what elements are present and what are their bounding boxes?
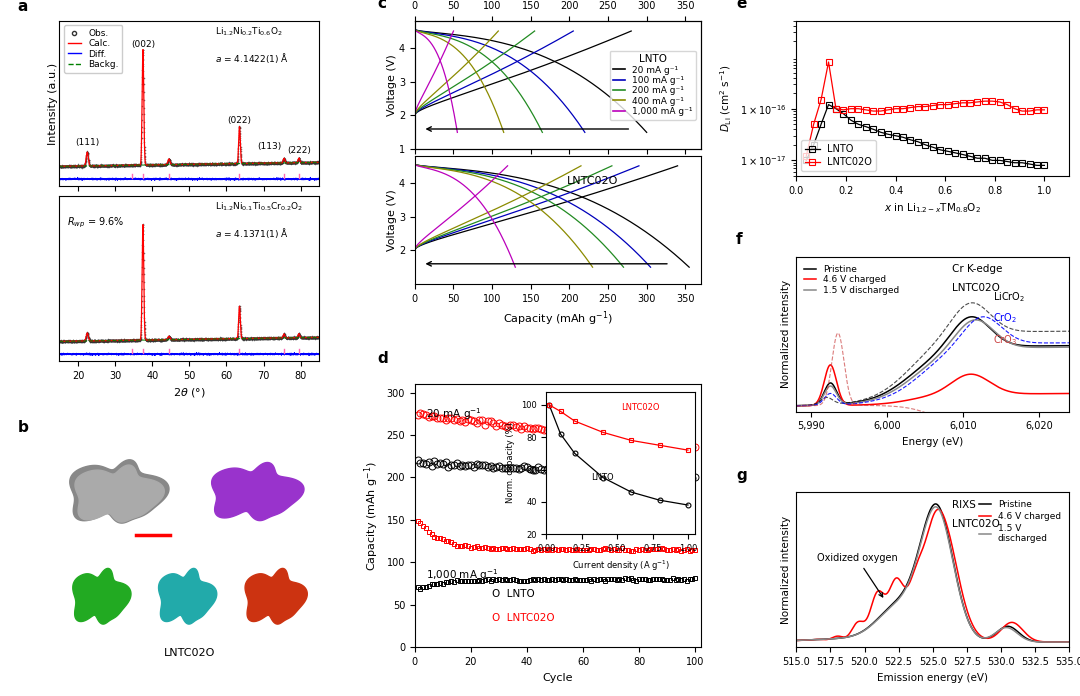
Legend: 20 mA g⁻¹, 100 mA g⁻¹, 200 mA g⁻¹, 400 mA g⁻¹, 1,000 mA g⁻¹: 20 mA g⁻¹, 100 mA g⁻¹, 200 mA g⁻¹, 400 m… xyxy=(609,51,697,120)
Y-axis label: Voltage (V): Voltage (V) xyxy=(388,54,397,116)
Text: Cr K-edge: Cr K-edge xyxy=(951,264,1002,274)
Text: Li$_{1.2}$Ni$_{0.1}$Ti$_{0.5}$Cr$_{0.2}$O$_2$: Li$_{1.2}$Ni$_{0.1}$Ti$_{0.5}$Cr$_{0.2}$… xyxy=(215,201,303,214)
Polygon shape xyxy=(159,569,217,624)
Text: f: f xyxy=(737,232,743,247)
Polygon shape xyxy=(72,569,131,624)
Y-axis label: $D_{\mathrm{Li}}$ (cm$^2$ s$^{-1}$): $D_{\mathrm{Li}}$ (cm$^2$ s$^{-1}$) xyxy=(719,65,734,132)
Text: Ti: Ti xyxy=(66,631,76,642)
Text: $a$ = 4.1422(1) Å: $a$ = 4.1422(1) Å xyxy=(215,51,289,65)
Text: 1,000 mA g$^{-1}$: 1,000 mA g$^{-1}$ xyxy=(427,567,499,583)
Y-axis label: Normalized intensity: Normalized intensity xyxy=(781,516,791,624)
Text: (222): (222) xyxy=(287,146,311,155)
Text: LiCrO$_2$: LiCrO$_2$ xyxy=(993,290,1025,303)
Y-axis label: Voltage (V): Voltage (V) xyxy=(388,189,397,251)
Text: c: c xyxy=(378,0,387,11)
X-axis label: Energy (eV): Energy (eV) xyxy=(902,437,963,447)
Text: (113): (113) xyxy=(257,143,281,151)
Legend: Obs., Calc., Diff., Backg.: Obs., Calc., Diff., Backg. xyxy=(64,25,122,72)
Text: O  LNTO: O LNTO xyxy=(492,590,535,599)
Text: LNTC02O: LNTC02O xyxy=(951,283,1000,293)
Legend: Pristine, 4.6 V charged, 1.5 V discharged: Pristine, 4.6 V charged, 1.5 V discharge… xyxy=(800,261,903,299)
Polygon shape xyxy=(70,460,168,523)
X-axis label: $x$ in Li$_{1.2-x}$TM$_{0.8}$O$_2$: $x$ in Li$_{1.2-x}$TM$_{0.8}$O$_2$ xyxy=(885,201,982,215)
Text: RIXS: RIXS xyxy=(951,500,975,510)
X-axis label: Cycle: Cycle xyxy=(542,672,573,683)
Text: e: e xyxy=(737,0,746,11)
Text: g: g xyxy=(737,468,747,483)
Text: O  LNTC02O: O LNTC02O xyxy=(492,613,555,623)
Text: (002): (002) xyxy=(131,40,156,49)
Text: CrO$_3$: CrO$_3$ xyxy=(993,333,1017,347)
Text: $a$ = 4.1371(1) Å: $a$ = 4.1371(1) Å xyxy=(215,226,289,239)
X-axis label: 2$θ$ (°): 2$θ$ (°) xyxy=(173,386,206,400)
Legend: Pristine, 4.6 V charged, 1.5 V
discharged: Pristine, 4.6 V charged, 1.5 V discharge… xyxy=(975,497,1065,547)
Text: (111): (111) xyxy=(76,138,99,147)
X-axis label: Capacity (mAh g$^{-1}$): Capacity (mAh g$^{-1}$) xyxy=(503,309,612,328)
Y-axis label: Normalized intensity: Normalized intensity xyxy=(781,280,791,388)
Text: LNTC02O: LNTC02O xyxy=(566,176,618,186)
Text: a: a xyxy=(17,0,28,14)
Polygon shape xyxy=(245,569,308,624)
Y-axis label: Capacity (mAh g$^{-1}$): Capacity (mAh g$^{-1}$) xyxy=(363,461,381,571)
Polygon shape xyxy=(212,463,303,521)
Legend: LNTO, LNTC02O: LNTO, LNTC02O xyxy=(801,141,876,171)
Text: $R_{wp}$ = 9.6%: $R_{wp}$ = 9.6% xyxy=(67,216,124,230)
Text: LNTC02O: LNTC02O xyxy=(164,648,215,658)
Text: CrO$_2$: CrO$_2$ xyxy=(993,312,1017,326)
Text: 20 mA g$^{-1}$: 20 mA g$^{-1}$ xyxy=(427,406,482,422)
X-axis label: Emission energy (eV): Emission energy (eV) xyxy=(877,672,988,683)
Text: Oxidized oxygen: Oxidized oxygen xyxy=(816,553,897,597)
Text: Cr: Cr xyxy=(151,631,164,642)
Text: LNTC02O: LNTC02O xyxy=(951,519,1000,528)
Polygon shape xyxy=(75,465,164,522)
Text: Li$_{1.2}$Ni$_{0.2}$Ti$_{0.6}$O$_2$: Li$_{1.2}$Ni$_{0.2}$Ti$_{0.6}$O$_2$ xyxy=(215,26,283,38)
Text: $R_{wp}$ = 5.6%: $R_{wp}$ = 5.6% xyxy=(67,40,124,55)
Text: b: b xyxy=(17,420,29,435)
Y-axis label: Intensity (a.u.): Intensity (a.u.) xyxy=(48,63,58,145)
Text: (022): (022) xyxy=(228,116,252,125)
Text: Ni: Ni xyxy=(201,528,212,539)
Text: O: O xyxy=(238,631,246,642)
Text: d: d xyxy=(378,351,389,366)
